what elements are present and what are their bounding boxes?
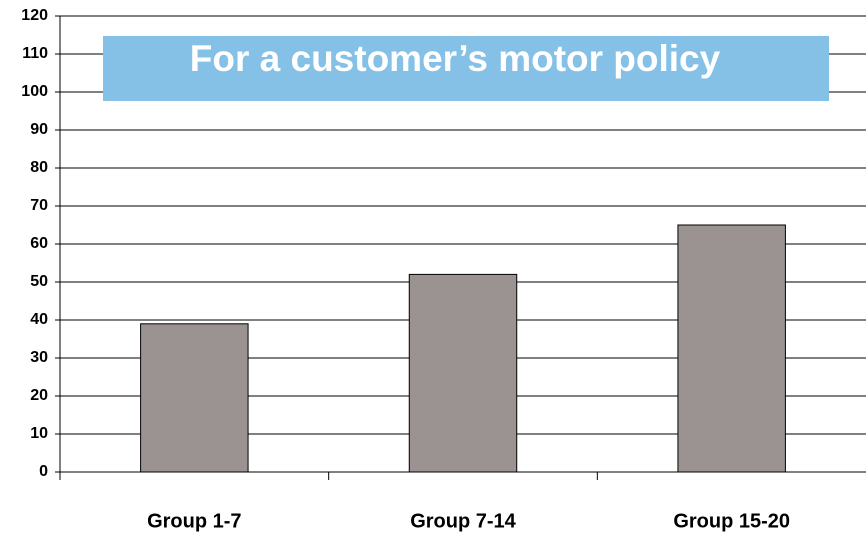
x-tick-label: Group 15-20 (673, 510, 790, 532)
y-tick-label: 70 (30, 197, 48, 214)
y-tick-label: 110 (22, 45, 48, 62)
y-tick-label: 50 (30, 273, 48, 290)
chart-title: For a customer’s motor policy (190, 38, 721, 79)
y-tick-label: 120 (21, 7, 48, 24)
y-tick-label: 100 (21, 83, 48, 100)
y-tick-label: 30 (30, 349, 48, 366)
x-tick-label: Group 1-7 (147, 510, 241, 532)
bar (677, 224, 786, 473)
y-tick-label: 0 (39, 463, 48, 480)
y-tick-label: 60 (30, 235, 48, 252)
y-tick-label: 10 (30, 425, 48, 442)
bar (408, 273, 518, 473)
y-tick-label: 20 (30, 387, 48, 404)
y-tick-label: 40 (30, 311, 48, 328)
title-box (103, 36, 829, 101)
x-tick-label: Group 7-14 (410, 510, 516, 532)
y-tick-label: 80 (30, 159, 48, 176)
y-tick-label: 90 (30, 121, 48, 138)
bar (140, 323, 249, 473)
